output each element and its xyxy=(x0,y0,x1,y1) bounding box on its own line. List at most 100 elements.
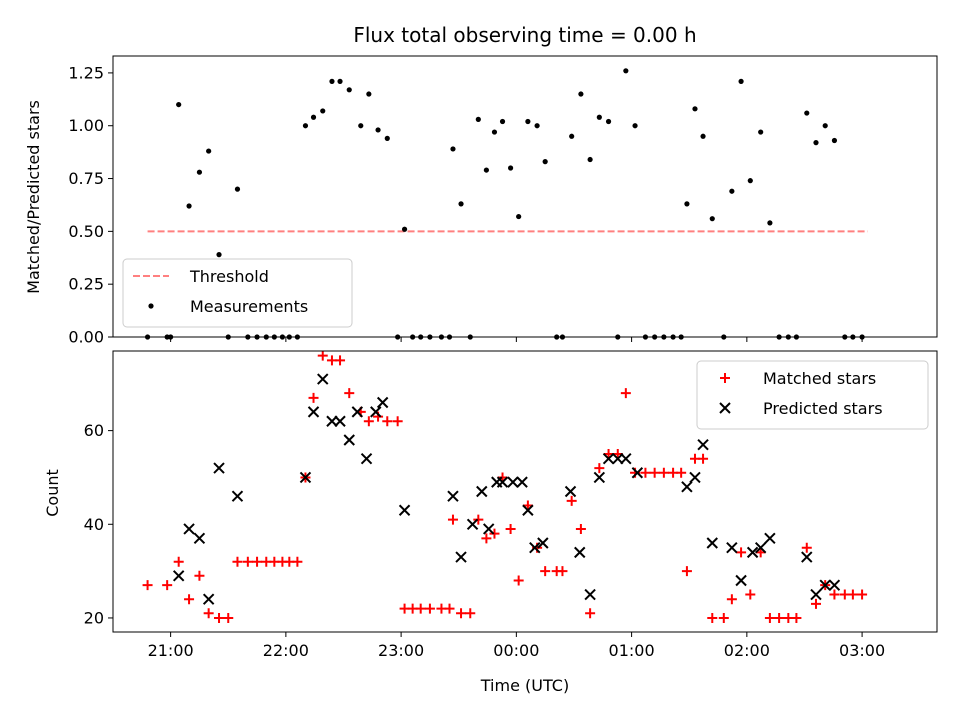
matched-stars-point xyxy=(489,528,500,539)
measurement-point xyxy=(534,123,540,129)
measurement-point xyxy=(475,116,481,122)
axes-frame xyxy=(112,350,938,633)
predicted-stars-point xyxy=(828,579,841,591)
predicted-stars-point xyxy=(564,485,577,498)
matched-stars-point xyxy=(142,580,153,591)
measurement-point xyxy=(329,78,335,84)
matched-stars-point xyxy=(585,608,596,619)
x-tick-label: 23:00 xyxy=(378,641,424,660)
predicted-stars-point xyxy=(202,593,215,605)
matched-stars-point xyxy=(317,350,328,361)
measurement-point xyxy=(320,108,326,114)
matched-stars-point xyxy=(335,355,346,366)
matched-stars-point xyxy=(829,589,840,600)
predicted-stars-point xyxy=(360,453,373,465)
y-tick-label: 40 xyxy=(84,515,104,534)
legend-matched-swatch xyxy=(720,373,730,383)
matched-stars-point xyxy=(745,589,756,600)
y-tick-label: 0.75 xyxy=(68,169,104,188)
matched-stars-point xyxy=(214,612,225,623)
measurement-point xyxy=(709,216,715,222)
measurement-point xyxy=(684,201,690,207)
measurement-point xyxy=(450,146,456,152)
matched-stars-point xyxy=(847,589,858,600)
measurement-point xyxy=(542,159,548,165)
matched-stars-point xyxy=(791,612,802,623)
matched-stars-point xyxy=(203,608,214,619)
matched-stars-point xyxy=(620,388,631,399)
measurement-point xyxy=(206,148,212,154)
predicted-stars-point xyxy=(681,481,693,493)
predicted-stars-point xyxy=(507,476,519,488)
predicted-stars-point xyxy=(334,415,346,427)
measurement-point xyxy=(587,156,593,163)
predicted-stars-point xyxy=(213,462,225,474)
predicted-stars-point xyxy=(516,476,528,488)
predicted-stars-point xyxy=(620,453,632,465)
measurement-point xyxy=(747,178,753,184)
measurement-point xyxy=(831,137,838,144)
measurement-point xyxy=(804,110,810,116)
matched-stars-point xyxy=(363,416,374,427)
predicted-stars-point xyxy=(631,467,644,479)
matched-stars-point xyxy=(566,495,577,506)
top-y-axis-label: Matched/Predicted stars xyxy=(24,100,43,294)
predicted-stars-point xyxy=(466,518,479,530)
y-tick-label: 60 xyxy=(84,421,104,440)
measurement-point xyxy=(569,133,575,139)
matched-stars-point xyxy=(344,388,355,399)
matched-stars-point xyxy=(223,612,234,623)
matched-stars-point xyxy=(424,603,435,614)
measurement-point xyxy=(767,220,773,226)
predicted-stars-point xyxy=(231,490,244,502)
legend-entry-label: Measurements xyxy=(190,297,308,316)
matched-stars-point xyxy=(575,523,586,534)
matched-stars-point xyxy=(557,566,568,577)
matched-stars-point xyxy=(162,580,173,591)
y-tick-label: 1.25 xyxy=(68,63,104,82)
top-panel: 0.00 0.25 0.50 0.75 1.00 1.25 Threshold Measure… xyxy=(68,55,938,347)
predicted-stars-point xyxy=(689,471,701,484)
predicted-stars-point xyxy=(482,523,495,535)
predicted-stars-point xyxy=(537,537,549,549)
predicted-stars-point xyxy=(754,541,767,554)
measurement-point xyxy=(216,252,222,258)
predicted-stars-point xyxy=(819,579,831,591)
legend-entry-label: Matched stars xyxy=(763,369,876,388)
measurement-point xyxy=(366,91,372,97)
predicted-stars-point xyxy=(593,471,606,484)
matched-stars-point xyxy=(707,612,718,623)
predicted-stars-point xyxy=(602,453,615,465)
predicted-stars-point xyxy=(307,406,320,418)
measurement-point xyxy=(822,123,828,129)
x-tick-label: 02:00 xyxy=(724,641,770,660)
matched-stars-point xyxy=(736,547,747,558)
matched-stars-point xyxy=(194,570,205,581)
predicted-stars-point xyxy=(746,546,759,559)
bottom-x-axis-label: Time (UTC) xyxy=(480,676,569,695)
matched-stars-point xyxy=(456,608,467,619)
predicted-stars-point xyxy=(343,434,355,446)
measurement-point xyxy=(346,87,352,93)
matched-stars-point xyxy=(505,523,516,534)
matched-stars-point xyxy=(184,594,195,605)
axes-frame xyxy=(112,55,938,338)
measurement-point xyxy=(813,140,819,146)
x-tick-label: 03:00 xyxy=(839,641,885,660)
measurement-point xyxy=(692,106,698,112)
matched-stars-point xyxy=(640,467,651,478)
y-tick-label: 0.50 xyxy=(68,222,104,241)
matched-stars-point xyxy=(774,612,785,623)
predicted-stars-point xyxy=(574,546,586,559)
measurement-point xyxy=(729,188,735,194)
predicted-stars-point xyxy=(726,541,738,554)
x-tick-label: 01:00 xyxy=(609,641,655,660)
measurement-point xyxy=(337,78,343,84)
x-tick-label: 22:00 xyxy=(263,641,309,660)
measurement-point xyxy=(491,129,498,135)
legend-entry-label: Threshold xyxy=(189,267,269,286)
predicted-stars-point xyxy=(496,476,509,488)
matched-stars-point xyxy=(473,514,484,525)
matched-stars-point xyxy=(444,603,455,614)
